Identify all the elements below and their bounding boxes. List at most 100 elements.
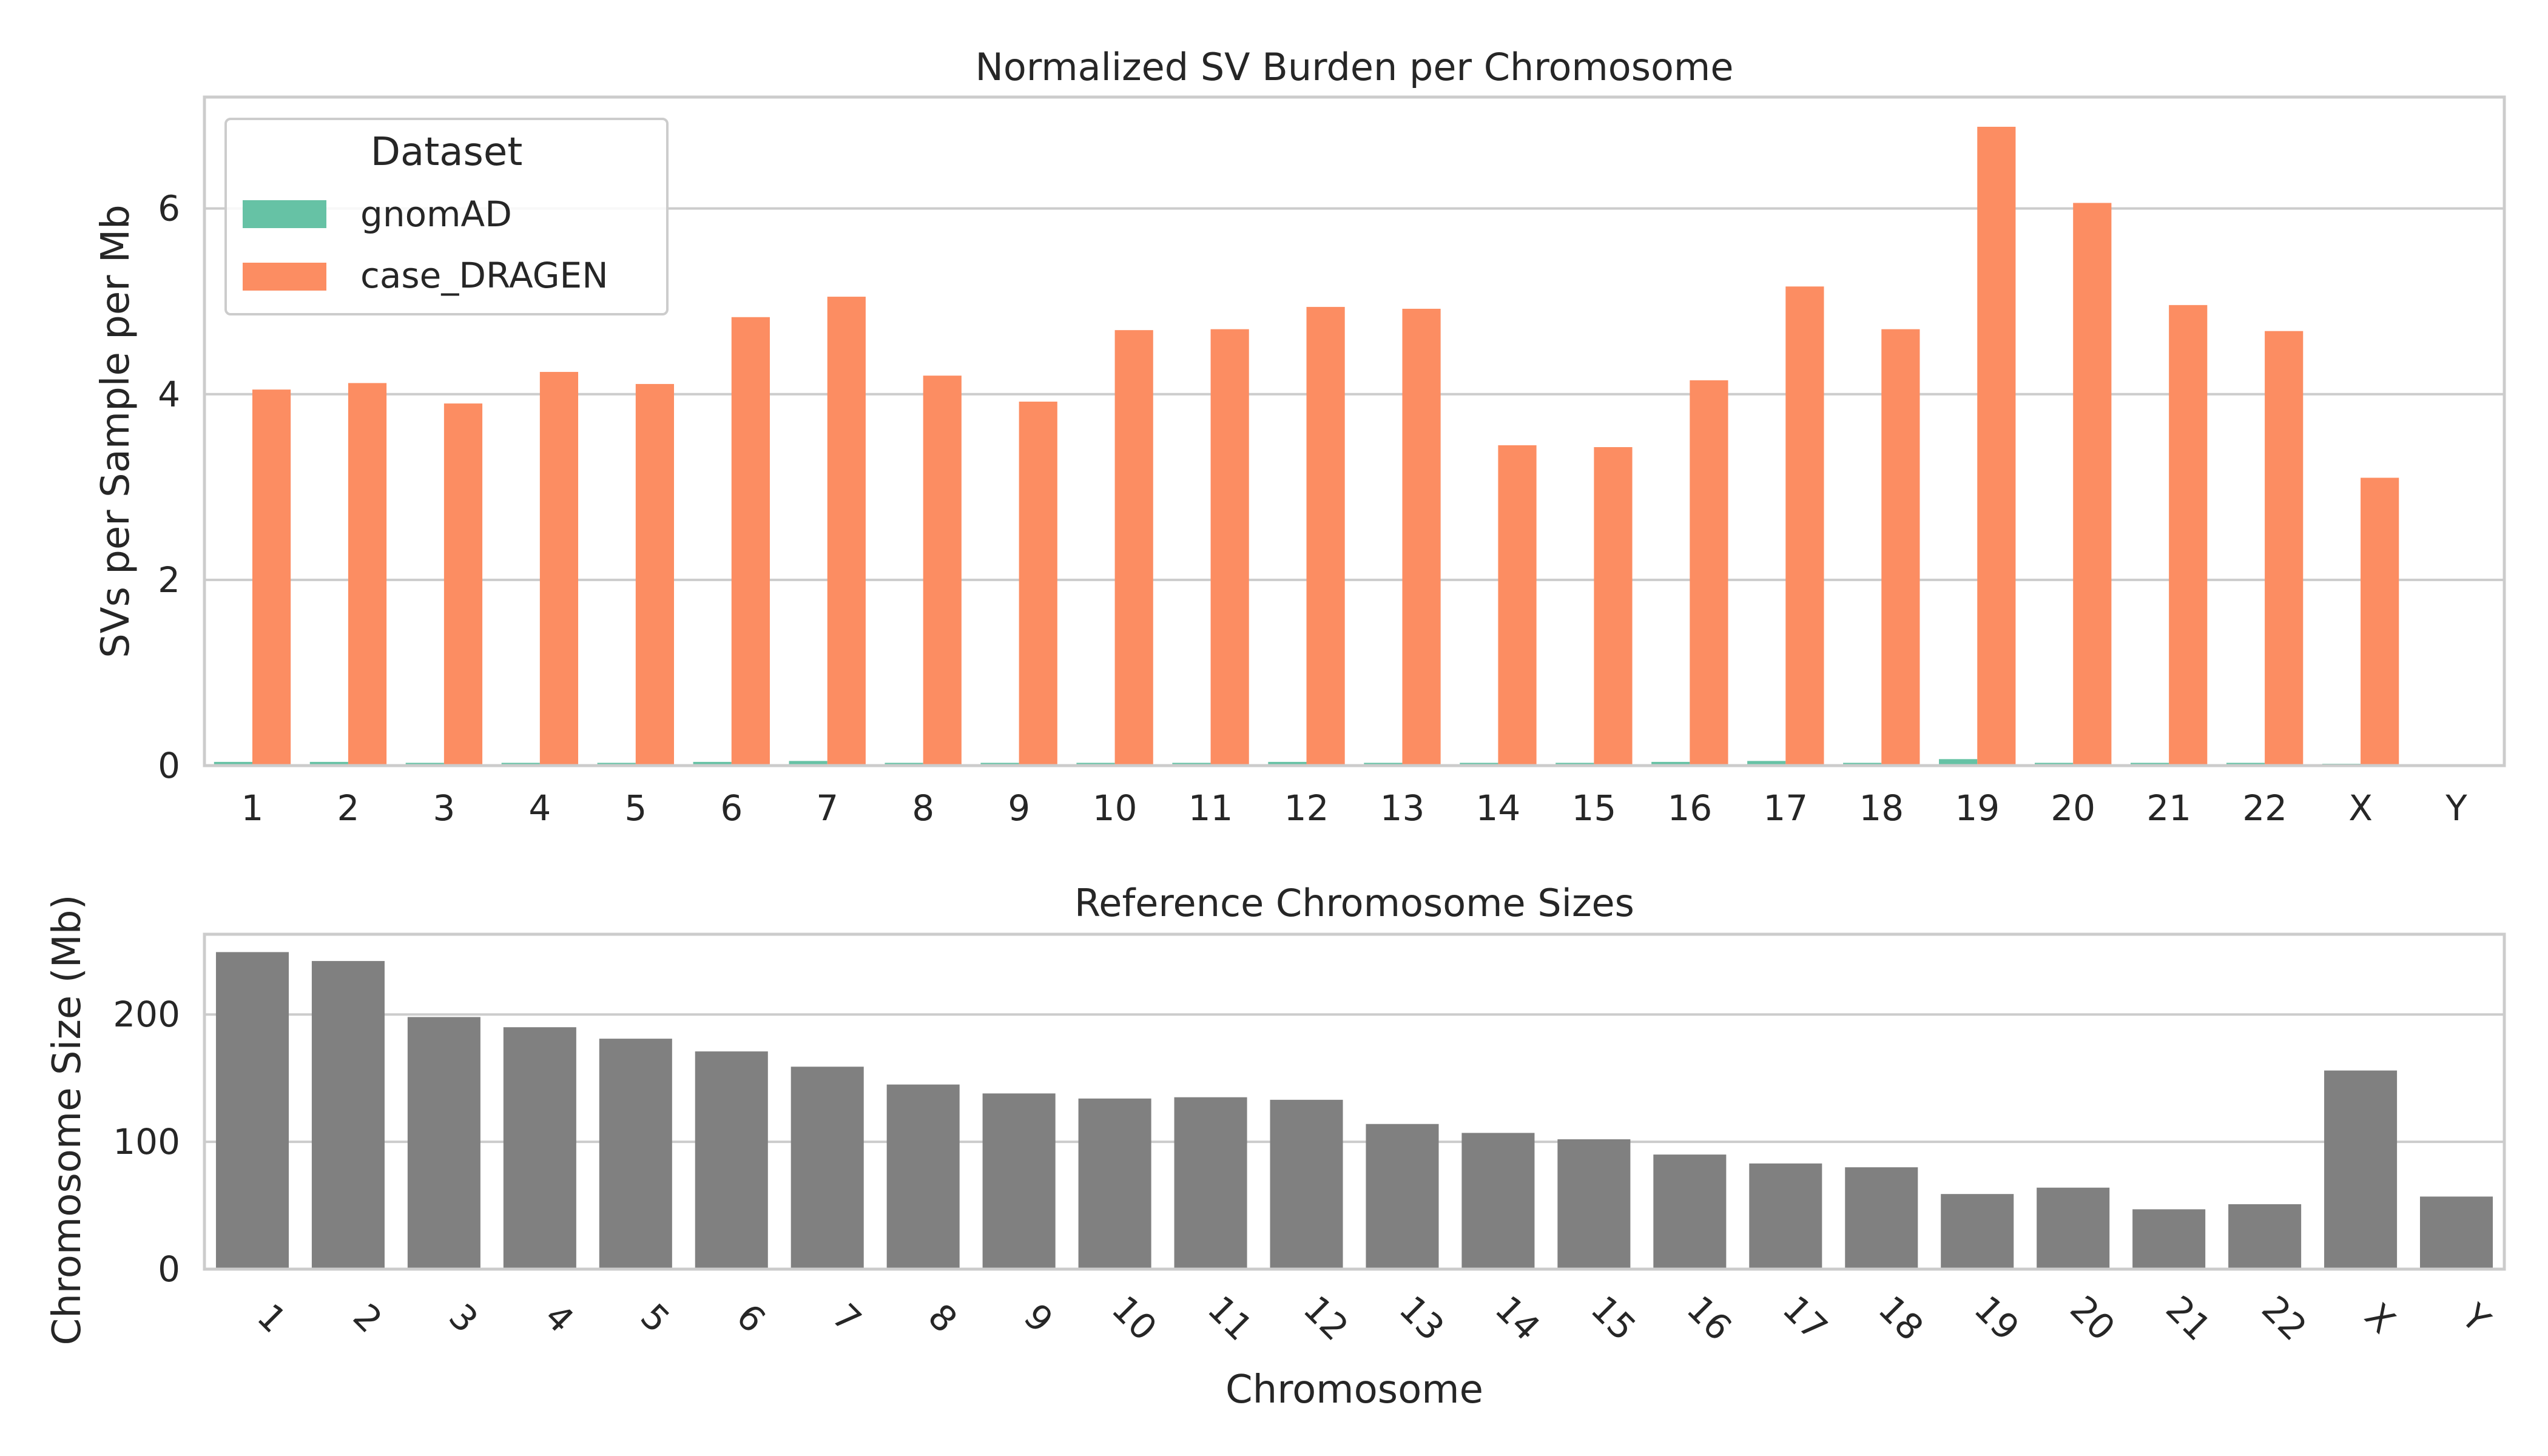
bar-case-dragen-chr-19	[1977, 126, 2016, 766]
burden-y-tick-label: 6	[158, 188, 180, 229]
burden-x-tick-label: 20	[2051, 787, 2095, 829]
size-x-tick-label: 3	[441, 1296, 486, 1341]
bar-case-dragen-chr-11	[1210, 329, 1249, 766]
bar-gnomad-chr-16	[1651, 761, 1690, 766]
burden-x-tick-label: 10	[1093, 787, 1138, 829]
size-y-tick-label: 100	[113, 1121, 180, 1162]
burden-x-tick-label: 19	[1955, 787, 2000, 829]
burden-x-tick-label: X	[2348, 787, 2373, 829]
burden-y-tick-label: 2	[158, 559, 180, 601]
bar-case-dragen-chr-6	[731, 317, 770, 766]
size-x-tick-label: 11	[1200, 1288, 1261, 1349]
bar-size-chr-21	[2132, 1209, 2206, 1269]
size-x-tick-label: 6	[729, 1296, 774, 1341]
legend: Dataset gnomAD case_DRAGEN	[224, 118, 669, 315]
burden-x-tick-label: 6	[720, 787, 743, 829]
legend-swatch-case-dragen	[243, 263, 326, 291]
bar-size-chr-11	[1174, 1097, 1247, 1269]
size-x-tick-label: 18	[1870, 1288, 1931, 1349]
size-x-tick-label: Y	[2453, 1296, 2498, 1341]
burden-plot-frame	[203, 95, 2506, 767]
bar-size-chr-3	[407, 1017, 480, 1269]
bar-size-chr-12	[1270, 1099, 1343, 1269]
size-x-tick-label: 19	[1966, 1288, 2027, 1349]
size-chart-title: Reference Chromosome Sizes	[1074, 881, 1634, 925]
bar-case-dragen-chr-X	[2361, 477, 2399, 766]
bar-case-dragen-chr-17	[1785, 286, 1824, 766]
size-x-tick-label: 7	[824, 1296, 869, 1341]
burden-x-tick-label: 14	[1476, 787, 1521, 829]
burden-x-tick-label: 21	[2146, 787, 2191, 829]
size-x-tick-label: X	[2357, 1295, 2403, 1341]
bar-size-chr-X	[2324, 1070, 2398, 1269]
bar-size-chr-5	[599, 1039, 672, 1269]
bar-size-chr-8	[886, 1084, 960, 1269]
bar-case-dragen-chr-2	[348, 383, 387, 766]
size-x-tick-label: 21	[2158, 1288, 2219, 1349]
burden-x-tick-label: 22	[2242, 787, 2287, 829]
bar-gnomad-chr-19	[1939, 759, 1978, 766]
burden-x-tick-label: 7	[816, 787, 838, 829]
bar-size-chr-4	[503, 1027, 576, 1269]
bar-case-dragen-chr-7	[827, 297, 866, 766]
burden-x-tick-label: 16	[1667, 787, 1712, 829]
bar-case-dragen-chr-9	[1019, 402, 1057, 766]
size-x-ticks: 1 2 3 4 5 6 7 8 9 10 11 12 13 14 15 16 17 18 19 20 21 22 X Y	[249, 1288, 2498, 1349]
burden-y-axis-label: SVs per Sample per Mb	[93, 204, 138, 658]
burden-x-tick-label: 15	[1571, 787, 1616, 829]
bar-case-dragen-chr-20	[2073, 203, 2112, 766]
bar-size-chr-18	[1845, 1167, 1918, 1269]
burden-y-tick-label: 4	[158, 374, 180, 415]
size-x-tick-label: 22	[2254, 1288, 2314, 1349]
burden-x-tick-label: 17	[1763, 787, 1808, 829]
burden-y-ticks: 0 2 4 6	[158, 188, 180, 786]
bar-case-dragen-chr-21	[2169, 305, 2208, 766]
burden-x-tick-label: 3	[433, 787, 455, 829]
size-x-tick-label: 20	[2062, 1288, 2123, 1349]
size-x-tick-label: 16	[1679, 1288, 1739, 1349]
bar-case-dragen-chr-3	[443, 403, 483, 766]
bar-gnomad-chr-17	[1747, 761, 1786, 766]
bar-size-chr-20	[2037, 1187, 2110, 1269]
burden-x-tick-label: 4	[528, 787, 551, 829]
burden-x-tick-label: 1	[241, 787, 264, 829]
size-bars	[215, 952, 2493, 1269]
bar-case-dragen-chr-14	[1498, 445, 1537, 766]
bar-size-chr-1	[215, 952, 289, 1269]
legend-title: Dataset	[371, 130, 523, 175]
bar-size-chr-2	[311, 961, 385, 1269]
burden-x-tick-label: 8	[912, 787, 934, 829]
bar-size-chr-9	[982, 1093, 1056, 1269]
bar-case-dragen-chr-12	[1306, 306, 1345, 766]
bar-case-dragen-chr-22	[2265, 331, 2304, 766]
size-y-tick-label: 0	[158, 1249, 180, 1290]
size-x-axis-label: Chromosome	[1225, 1367, 1483, 1412]
bar-case-dragen-chr-18	[1881, 329, 1920, 766]
burden-x-tick-label: Y	[2445, 787, 2467, 829]
size-x-tick-label: 9	[1016, 1296, 1061, 1341]
burden-chart-title: Normalized SV Burden per Chromosome	[976, 45, 1734, 89]
burden-x-tick-label: 11	[1188, 787, 1233, 829]
bar-gnomad-chr-2	[309, 761, 348, 766]
size-x-tick-label: 4	[537, 1296, 582, 1341]
size-x-tick-label: 2	[345, 1296, 390, 1341]
burden-x-tick-label: 9	[1008, 787, 1030, 829]
burden-x-tick-label: 18	[1859, 787, 1904, 829]
burden-x-ticks: 1 2 3 4 5 6 7 8 9 10 11 12 13 14 15 16 17 18 19 20 21 22 X Y	[241, 787, 2468, 829]
size-x-tick-label: 1	[249, 1296, 294, 1341]
size-x-tick-label: 13	[1391, 1288, 1452, 1349]
size-x-tick-label: 5	[633, 1296, 678, 1341]
bar-size-chr-13	[1366, 1124, 1439, 1269]
size-x-tick-label: 8	[920, 1296, 965, 1341]
size-x-tick-label: 12	[1296, 1288, 1357, 1349]
bar-case-dragen-chr-4	[539, 372, 579, 766]
burden-x-tick-label: 12	[1284, 787, 1329, 829]
size-x-tick-label: 17	[1774, 1288, 1835, 1349]
bar-case-dragen-chr-16	[1690, 380, 1728, 766]
bar-gnomad-chr-1	[214, 761, 252, 766]
size-y-tick-label: 200	[113, 994, 180, 1035]
legend-box	[224, 118, 669, 315]
